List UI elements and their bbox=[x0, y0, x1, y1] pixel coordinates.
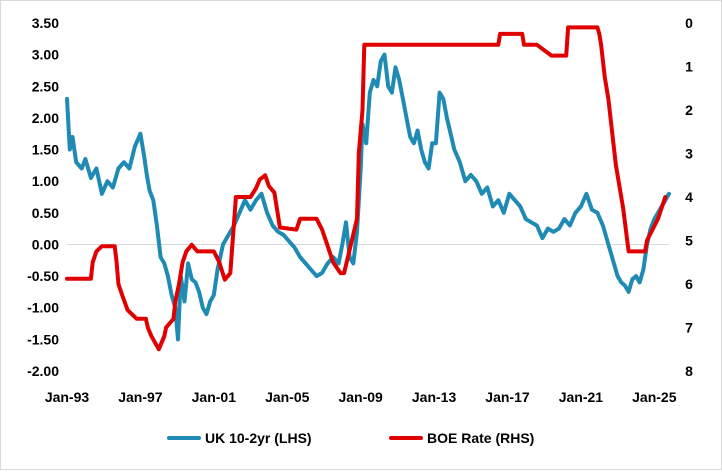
x-tick-label: Jan-13 bbox=[412, 389, 457, 405]
x-tick-label: Jan-05 bbox=[265, 389, 310, 405]
left-tick-label: 3.00 bbox=[32, 47, 59, 63]
x-axis-ticks: Jan-93 Jan-97 Jan-01 Jan-05 Jan-09 Jan-13 Jan-… bbox=[45, 389, 677, 405]
x-tick-label: Jan-21 bbox=[559, 389, 604, 405]
right-tick-label: 2 bbox=[685, 102, 693, 118]
left-tick-label: 0.50 bbox=[32, 205, 59, 221]
right-tick-label: 0 bbox=[685, 15, 693, 31]
right-tick-label: 6 bbox=[685, 276, 693, 292]
left-tick-label: 3.50 bbox=[32, 15, 59, 31]
x-tick-label: Jan-93 bbox=[45, 389, 90, 405]
uk-10-2yr-series-line bbox=[65, 52, 671, 342]
right-tick-label: 7 bbox=[685, 320, 693, 336]
right-tick-label: 5 bbox=[685, 233, 693, 249]
right-axis-ticks: 0 1 2 3 4 5 6 7 8 bbox=[685, 15, 693, 379]
left-tick-label: 1.00 bbox=[32, 173, 59, 189]
legend: UK 10-2yr (LHS) BOE Rate (RHS) bbox=[167, 430, 534, 446]
boe-rate-series-line bbox=[65, 25, 668, 352]
left-tick-label: 1.50 bbox=[32, 142, 59, 158]
left-tick-label: -1.50 bbox=[27, 331, 59, 347]
left-tick-label: -1.00 bbox=[27, 300, 59, 316]
x-tick-label: Jan-25 bbox=[632, 389, 677, 405]
right-tick-label: 4 bbox=[685, 189, 693, 205]
x-tick-label: Jan-17 bbox=[485, 389, 530, 405]
x-tick-label: Jan-01 bbox=[192, 389, 237, 405]
x-tick-label: Jan-09 bbox=[338, 389, 383, 405]
x-tick-label: Jan-97 bbox=[118, 389, 163, 405]
right-tick-label: 1 bbox=[685, 59, 693, 75]
left-tick-label: 2.50 bbox=[32, 78, 59, 94]
right-tick-label: 3 bbox=[685, 146, 693, 162]
left-tick-label: 0.00 bbox=[32, 236, 59, 252]
right-tick-label: 8 bbox=[685, 363, 693, 379]
left-tick-label: 2.00 bbox=[32, 110, 59, 126]
legend-label-boe-rate: BOE Rate (RHS) bbox=[427, 430, 534, 446]
left-tick-label: -2.00 bbox=[27, 363, 59, 379]
left-axis-ticks: 3.50 3.00 2.50 2.00 1.50 1.00 0.50 0.00 -0.50 -1.… bbox=[27, 15, 59, 379]
legend-label-uk-10-2yr: UK 10-2yr (LHS) bbox=[205, 430, 312, 446]
left-tick-label: -0.50 bbox=[27, 268, 59, 284]
series-layer bbox=[65, 25, 671, 352]
